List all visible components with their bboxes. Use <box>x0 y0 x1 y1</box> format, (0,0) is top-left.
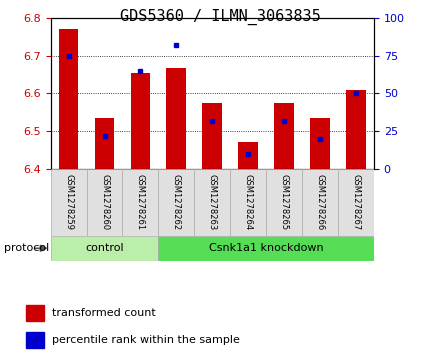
Bar <box>202 103 222 169</box>
Text: protocol: protocol <box>4 243 50 253</box>
Text: GSM1278260: GSM1278260 <box>100 174 109 231</box>
Bar <box>346 90 366 169</box>
Text: GDS5360 / ILMN_3063835: GDS5360 / ILMN_3063835 <box>120 9 320 25</box>
Bar <box>238 142 258 169</box>
Bar <box>87 169 122 236</box>
Bar <box>266 169 302 236</box>
Bar <box>122 169 158 236</box>
Text: control: control <box>85 243 124 253</box>
Bar <box>95 118 114 169</box>
Bar <box>51 169 87 236</box>
Text: transformed count: transformed count <box>52 308 155 318</box>
Text: GSM1278261: GSM1278261 <box>136 174 145 231</box>
Text: GSM1278264: GSM1278264 <box>244 174 253 231</box>
Text: GSM1278267: GSM1278267 <box>352 174 360 231</box>
Text: GSM1278259: GSM1278259 <box>64 174 73 231</box>
Bar <box>302 169 338 236</box>
Bar <box>59 29 78 169</box>
Bar <box>26 332 44 348</box>
Text: GSM1278266: GSM1278266 <box>315 174 325 231</box>
Bar <box>338 169 374 236</box>
Bar <box>274 103 294 169</box>
Bar <box>310 118 330 169</box>
Bar <box>158 169 194 236</box>
Text: Csnk1a1 knockdown: Csnk1a1 knockdown <box>209 243 323 253</box>
Bar <box>230 169 266 236</box>
Bar <box>26 305 44 321</box>
Bar <box>51 236 158 261</box>
Bar <box>158 236 374 261</box>
Bar <box>131 73 150 169</box>
Bar <box>166 68 186 169</box>
Text: GSM1278265: GSM1278265 <box>280 174 289 231</box>
Bar <box>194 169 230 236</box>
Text: GSM1278263: GSM1278263 <box>208 174 217 231</box>
Text: percentile rank within the sample: percentile rank within the sample <box>52 335 239 345</box>
Text: GSM1278262: GSM1278262 <box>172 174 181 231</box>
